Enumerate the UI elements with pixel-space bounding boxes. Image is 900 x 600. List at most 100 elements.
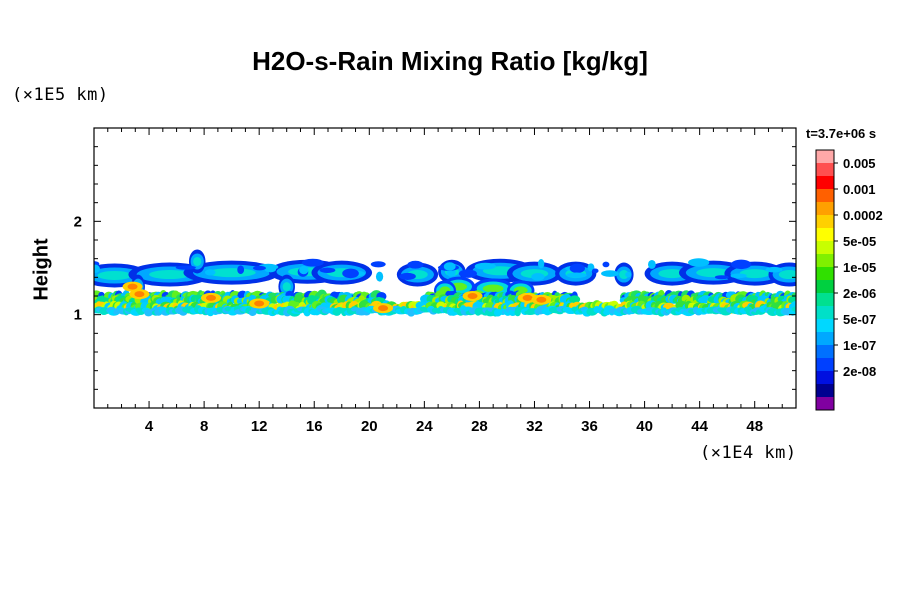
cloud-cell: [696, 268, 731, 278]
x-tick-label: 36: [581, 418, 598, 435]
cloud-cell: [443, 262, 456, 271]
colorbar-frame: [815, 149, 835, 411]
time-label: t=3.7e+06 s: [806, 126, 877, 141]
cloud-cell: [175, 265, 196, 270]
colorbar-segment: [816, 319, 834, 333]
colorbar-label: 0.0002: [843, 208, 883, 223]
cloud-cell: [714, 275, 729, 280]
cloud-cell: [566, 272, 587, 278]
rain-hotspot: [522, 294, 533, 301]
cloud-cell: [592, 268, 599, 274]
x-tick-label: 28: [471, 418, 488, 435]
colorbar-segment: [816, 306, 834, 320]
cloud-cell: [731, 259, 752, 269]
cloud-cell: [342, 268, 359, 279]
rain-hotspot: [378, 305, 389, 312]
cloud-cell: [531, 272, 545, 281]
rain-hotspot: [254, 300, 265, 307]
cloud-cell: [765, 266, 783, 273]
x-tick-label: 20: [361, 418, 378, 435]
cloud-cell: [625, 271, 632, 278]
cloud-cell: [97, 270, 132, 280]
cloud-cell: [94, 264, 100, 274]
colorbar-label: 0.001: [843, 182, 876, 197]
x-axis-unit: (×1E4 km): [700, 443, 797, 463]
colorbar-segment: [816, 293, 834, 307]
cloud-cell: [648, 259, 656, 269]
colorbar-segment: [816, 228, 834, 242]
cloud-cell: [149, 270, 191, 280]
cloud-cell: [739, 269, 770, 279]
x-tick-label: 4: [145, 418, 154, 435]
plot-frame: [93, 127, 797, 409]
colorbar-label: 2e-06: [843, 286, 876, 301]
rain-hotspot: [134, 291, 145, 298]
colorbar-segment: [816, 215, 834, 229]
colorbar-segment: [816, 345, 834, 359]
cloud-cell: [319, 267, 336, 273]
y-tick-label: 1: [74, 307, 82, 324]
cloud-cell: [370, 261, 386, 268]
rain-hotspot: [536, 296, 547, 303]
colorbar-label: 1e-07: [843, 338, 876, 353]
colorbar-segment: [816, 189, 834, 203]
cloud-cell: [407, 260, 424, 269]
cloud-cell: [778, 270, 796, 280]
colorbar-segment: [816, 254, 834, 268]
colorbar-segment: [816, 150, 834, 164]
x-tick-label: 32: [526, 418, 543, 435]
cloud-cell: [399, 272, 416, 280]
cloud-cell: [253, 265, 266, 271]
cloud-cell: [482, 284, 504, 293]
x-tick-label: 8: [200, 418, 208, 435]
colorbar-label: 2e-08: [843, 364, 876, 379]
cloud-cell: [601, 270, 619, 277]
chart-title: H2O-s-Rain Mixing Ratio [kg/kg]: [252, 46, 648, 76]
x-tick-label: 16: [306, 418, 323, 435]
colorbar-label: 5e-05: [843, 234, 876, 249]
cloud-cell: [375, 271, 384, 282]
rain-hotspot: [206, 294, 216, 301]
cloud-cell: [658, 269, 686, 279]
rain-hotspot: [467, 293, 478, 299]
cloud-cell: [730, 273, 747, 279]
colorbar-label: 5e-07: [843, 312, 876, 327]
cloud-cell: [299, 265, 309, 275]
colorbar-segment: [816, 163, 834, 177]
y-axis-unit: (×1E5 km): [12, 85, 109, 105]
colorbar-label: 1e-05: [843, 260, 876, 275]
cloud-cell: [193, 256, 202, 266]
x-tick-label: 44: [691, 418, 708, 435]
rain-band-cell: [791, 306, 796, 312]
rain-band-cell: [569, 295, 581, 304]
colorbar-segment: [816, 371, 834, 385]
rain-hotspot: [127, 283, 138, 290]
y-tick-label: 2: [74, 213, 82, 230]
x-tick-label: 12: [251, 418, 268, 435]
cloud-cell: [237, 265, 245, 275]
x-tick-label: 48: [746, 418, 763, 435]
cloud-cell: [569, 263, 585, 274]
colorbar-segment: [816, 202, 834, 216]
colorbar-segment: [816, 176, 834, 190]
heatmap-field: [94, 249, 796, 317]
cloud-cell: [688, 258, 710, 267]
colorbar-segment: [816, 358, 834, 372]
colorbar-segment: [816, 267, 834, 281]
cloud-cell: [301, 258, 324, 267]
cloud-cell: [474, 262, 496, 270]
cloud-cell: [282, 282, 291, 292]
cloud-cell: [204, 269, 216, 276]
x-tick-label: 40: [636, 418, 653, 435]
colorbar-segment: [816, 332, 834, 346]
colorbar-segment: [816, 241, 834, 255]
cloud-cell: [537, 259, 545, 269]
cloud-cell: [602, 261, 610, 268]
cloud-cell: [619, 270, 629, 280]
colorbar-segment: [816, 384, 834, 398]
colorbar-label: 0.005: [843, 156, 876, 171]
colorbar-segment: [816, 397, 834, 411]
cloud-cell: [458, 269, 477, 278]
x-tick-label: 24: [416, 418, 433, 435]
